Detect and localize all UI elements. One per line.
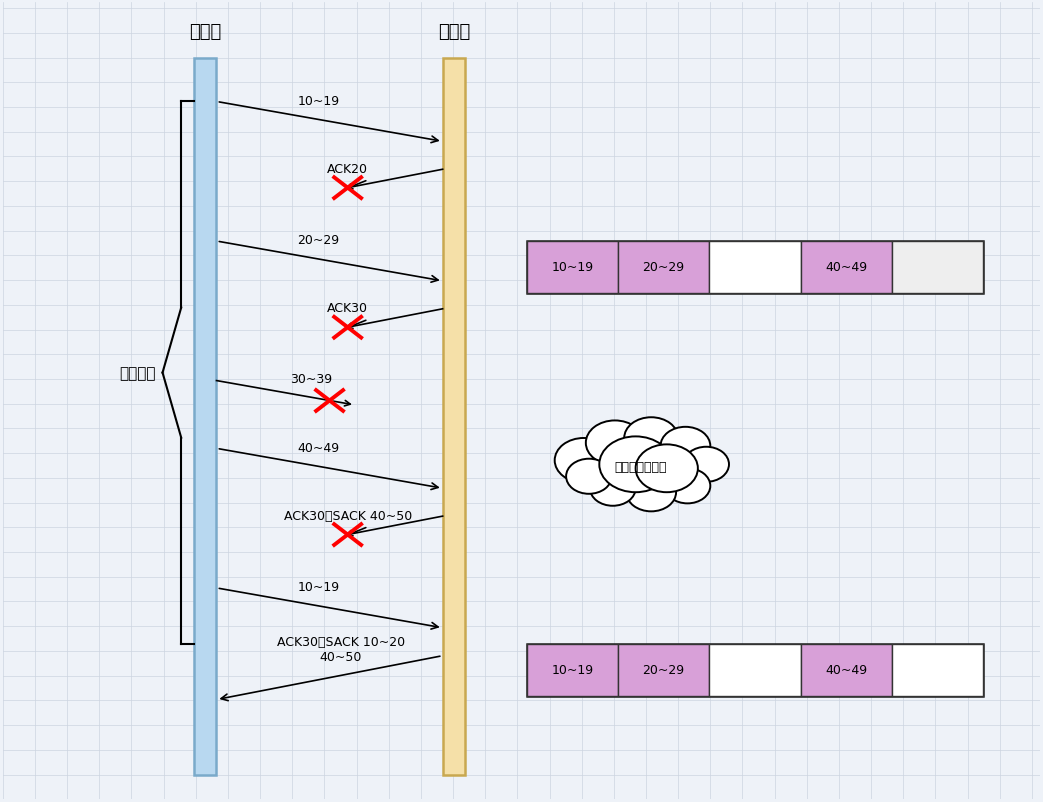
Bar [618, 241, 709, 294]
Bar [709, 644, 801, 695]
Bar [527, 241, 618, 294]
Text: 10~19: 10~19 [552, 261, 593, 274]
Circle shape [664, 468, 710, 504]
Text: 超时重传: 超时重传 [119, 366, 155, 381]
Text: ACK30: ACK30 [328, 302, 368, 315]
Text: 收到重复数据啦: 收到重复数据啦 [614, 460, 668, 474]
Text: 20~29: 20~29 [297, 234, 339, 247]
Bar [194, 59, 217, 776]
Bar [892, 241, 984, 294]
Circle shape [635, 445, 698, 492]
Circle shape [586, 421, 644, 465]
Text: ACK20: ACK20 [328, 163, 368, 176]
Bar [527, 644, 984, 695]
Bar [892, 644, 984, 695]
Circle shape [683, 448, 729, 482]
Text: 40~49: 40~49 [297, 441, 339, 454]
Circle shape [555, 439, 613, 483]
Text: ACK30，SACK 10~20
40~50: ACK30，SACK 10~20 40~50 [276, 635, 405, 662]
Text: 10~19: 10~19 [297, 95, 339, 107]
Text: 30~39: 30~39 [290, 372, 333, 385]
Bar [527, 644, 618, 695]
Text: 40~49: 40~49 [825, 261, 868, 274]
Circle shape [600, 437, 672, 492]
Text: 10~19: 10~19 [297, 581, 339, 593]
Text: 40~49: 40~49 [825, 663, 868, 676]
Bar [618, 644, 709, 695]
Bar [801, 644, 892, 695]
Text: ACK30，SACK 40~50: ACK30，SACK 40~50 [284, 509, 412, 522]
Bar [709, 241, 801, 294]
Text: 接受方: 接受方 [438, 23, 470, 41]
Text: 发送方: 发送方 [189, 23, 221, 41]
Text: 10~19: 10~19 [552, 663, 593, 676]
Bar [442, 59, 465, 776]
Circle shape [590, 471, 635, 506]
Circle shape [626, 473, 676, 512]
Bar [527, 241, 984, 294]
Text: 20~29: 20~29 [642, 261, 684, 274]
Text: 20~29: 20~29 [642, 663, 684, 676]
Circle shape [660, 427, 710, 465]
Bar [801, 241, 892, 294]
Circle shape [624, 418, 678, 459]
Circle shape [566, 459, 612, 494]
